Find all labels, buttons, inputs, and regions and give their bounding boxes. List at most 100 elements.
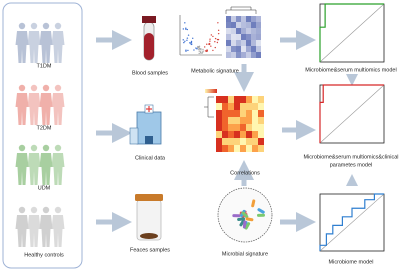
body — [15, 93, 29, 125]
cell — [222, 110, 228, 117]
cell — [228, 145, 234, 152]
cell — [222, 117, 228, 124]
head — [30, 206, 38, 214]
cell — [236, 52, 241, 58]
person — [15, 144, 29, 185]
cell — [246, 110, 252, 117]
cell — [216, 145, 222, 152]
cell — [246, 52, 251, 58]
person — [39, 144, 53, 185]
dot — [216, 38, 219, 41]
dot — [198, 52, 200, 55]
node-label: Microbial signature — [222, 251, 268, 257]
dot — [195, 47, 197, 49]
cell — [231, 16, 236, 22]
microbe — [256, 213, 265, 217]
dot — [198, 50, 200, 52]
cell — [246, 16, 251, 22]
dot — [198, 48, 200, 51]
body — [27, 31, 41, 63]
cohort-panel — [2, 2, 83, 269]
person — [39, 22, 53, 63]
cell — [222, 96, 228, 103]
cell — [252, 96, 258, 103]
cell — [234, 117, 240, 124]
cell — [246, 96, 252, 103]
cell — [234, 103, 240, 110]
cell — [228, 124, 234, 131]
node-label: Clinical data — [135, 155, 166, 161]
dot — [210, 45, 212, 47]
cell — [226, 28, 231, 34]
cell — [252, 117, 258, 124]
cell — [251, 22, 256, 28]
head — [30, 22, 38, 30]
dot — [182, 39, 184, 41]
dot — [201, 52, 203, 55]
cell — [258, 138, 264, 145]
body — [27, 153, 41, 185]
cell — [241, 34, 246, 40]
dot — [199, 51, 202, 53]
jar-icon — [135, 194, 163, 241]
dot — [208, 43, 210, 45]
body — [27, 215, 41, 247]
microbe — [232, 214, 241, 218]
dendrogram — [225, 6, 257, 14]
roc-plots — [319, 3, 385, 252]
cell — [256, 34, 261, 40]
cell — [231, 28, 236, 34]
arrows — [96, 30, 358, 232]
dot — [204, 46, 206, 48]
node-label: Microbiome&serum multiomics model — [305, 67, 396, 73]
body — [27, 93, 41, 125]
cell — [226, 16, 231, 22]
dot — [216, 41, 219, 44]
body — [39, 93, 53, 125]
group-label: T2DM — [37, 125, 52, 131]
cell — [258, 145, 264, 152]
dot — [199, 48, 201, 50]
cell — [252, 131, 258, 138]
dot — [214, 46, 216, 49]
cell — [258, 103, 264, 110]
cell — [222, 131, 228, 138]
person — [51, 144, 65, 185]
cell — [256, 28, 261, 34]
cell — [226, 40, 231, 46]
cell — [246, 40, 251, 46]
cell — [216, 103, 222, 110]
cell — [246, 28, 251, 34]
microbe — [242, 220, 247, 229]
cell — [241, 22, 246, 28]
roc-diagonal — [319, 84, 385, 144]
body — [51, 153, 65, 185]
dot — [185, 50, 187, 52]
cell — [231, 34, 236, 40]
cell — [256, 40, 261, 46]
roc-diagonal — [319, 193, 385, 252]
microbe — [241, 211, 249, 218]
cell — [240, 131, 246, 138]
cell — [231, 40, 236, 46]
node-label: Microbiome model — [329, 259, 374, 265]
dot — [206, 50, 209, 52]
cell — [258, 124, 264, 131]
dot — [198, 47, 200, 49]
cell — [236, 40, 241, 46]
node-label: parametes model — [330, 162, 373, 168]
cell — [231, 46, 236, 52]
cell — [236, 16, 241, 22]
node-label: Blood samples — [132, 70, 168, 76]
cell — [216, 110, 222, 117]
head — [30, 84, 38, 92]
person — [27, 84, 41, 125]
cell — [246, 138, 252, 145]
dot — [186, 37, 189, 39]
hospital-icon — [129, 104, 162, 145]
cell — [234, 131, 240, 138]
node-label: Correlations — [230, 170, 260, 176]
dot — [212, 35, 214, 38]
volcano-plot — [179, 15, 222, 56]
cell — [241, 46, 246, 52]
